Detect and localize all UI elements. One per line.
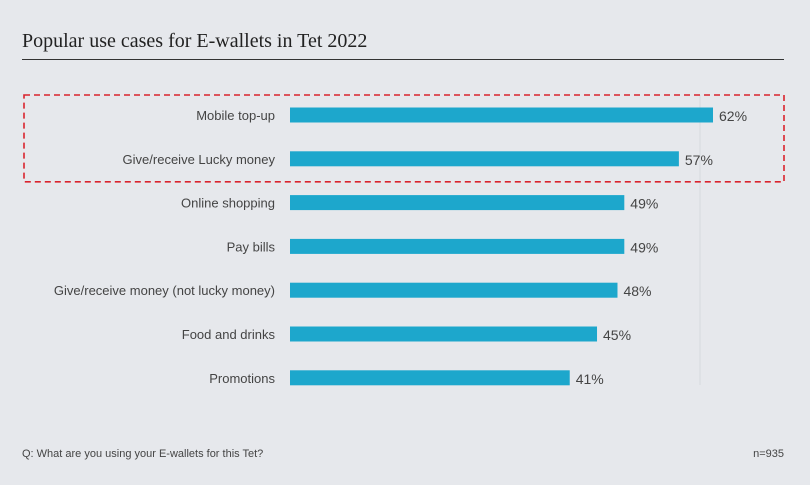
chart-title: Popular use cases for E-wallets in Tet 2…	[22, 30, 368, 52]
value-label: 57%	[685, 152, 713, 168]
value-label: 49%	[630, 239, 658, 255]
bar	[290, 151, 679, 167]
title-divider	[22, 59, 784, 60]
value-label: 48%	[623, 283, 651, 299]
bar	[290, 282, 618, 298]
category-label: Promotions	[209, 371, 275, 386]
category-label: Give/receive Lucky money	[123, 152, 276, 167]
value-label: 41%	[576, 371, 604, 387]
category-label: Mobile top-up	[196, 108, 275, 123]
highlight-box	[23, 94, 785, 183]
value-label: 45%	[603, 327, 631, 343]
sample-size: n=935	[753, 448, 784, 460]
bar	[290, 326, 598, 342]
category-label: Online shopping	[181, 196, 275, 211]
bar	[290, 370, 570, 386]
survey-question: Q: What are you using your E-wallets for…	[22, 448, 264, 460]
category-label: Pay bills	[227, 239, 276, 254]
bar	[290, 238, 625, 254]
category-label: Food and drinks	[182, 327, 276, 342]
value-label: 49%	[630, 196, 658, 212]
category-label: Give/receive money (not lucky money)	[54, 283, 275, 298]
bar	[290, 107, 713, 123]
value-label: 62%	[719, 108, 747, 124]
bar	[290, 195, 625, 211]
